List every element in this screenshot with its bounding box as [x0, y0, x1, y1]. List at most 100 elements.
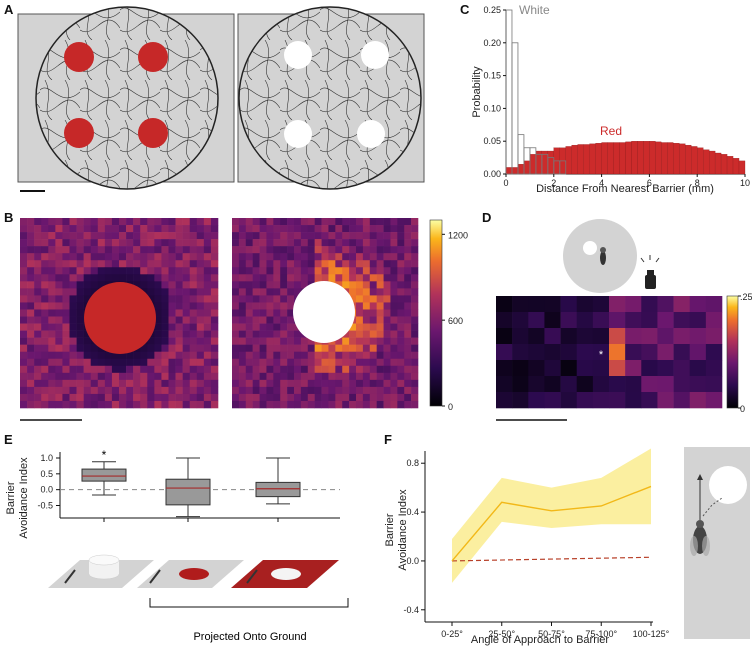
heatmap-cell [294, 351, 302, 360]
heatmap-cell [294, 400, 302, 409]
c-x-axis-label: Distance From Nearest Barrier (mm) [536, 183, 714, 195]
heatmap-cell [592, 360, 610, 377]
projected-label: Projected Onto Ground [193, 631, 306, 643]
heatmap-cell [287, 232, 295, 240]
red-bar [613, 142, 620, 175]
heatmap-cell [259, 330, 267, 338]
heatmap-cell [175, 344, 183, 353]
heatmap-cell [376, 358, 384, 367]
heatmap-cell [287, 288, 295, 296]
heatmap-cell [342, 386, 350, 395]
heatmap-cell [362, 309, 371, 317]
heatmap-cell [203, 344, 212, 353]
heatmap-cell [335, 337, 343, 345]
heatmap-cell [266, 365, 274, 374]
heatmap-cell [189, 232, 198, 240]
heatmap-cell [238, 232, 247, 240]
heatmap-cell [41, 323, 49, 331]
heatmap-cell [376, 365, 384, 374]
heatmap-cell [196, 330, 205, 338]
heatmap-cell [232, 302, 240, 310]
heatmap-cell [362, 239, 371, 247]
heatmap-cell [496, 376, 513, 393]
heatmap-cell [119, 351, 127, 360]
heatmap-cell [97, 365, 106, 374]
heatmap-cell [111, 351, 120, 360]
heatmap-cell [62, 330, 70, 338]
heatmap-cell [210, 302, 219, 310]
e-box [81, 468, 127, 482]
heatmap-cell [245, 323, 253, 331]
heatmap-cell [203, 358, 212, 367]
heatmap-white-cells [232, 218, 419, 409]
heatmap-cell [356, 379, 364, 388]
heatmap-cell [411, 274, 419, 282]
heatmap-cell [203, 337, 212, 345]
heatmap-cell [335, 239, 343, 247]
heatmap-cell [238, 260, 247, 268]
heatmap-cell [314, 365, 322, 374]
heatmap-cell [328, 351, 336, 360]
heatmap-cell [259, 379, 267, 388]
heatmap-cell [404, 351, 412, 360]
heatmap-cell [266, 386, 274, 395]
heatmap-cell [48, 316, 56, 324]
heatmap-cell [349, 281, 357, 289]
heatmap-cell [404, 316, 412, 324]
heatmap-cell [238, 337, 247, 345]
heatmap-cell [383, 281, 391, 289]
heatmap-cell [41, 330, 49, 338]
heatmap-cell [210, 330, 219, 338]
heatmap-cell [76, 288, 84, 296]
heatmap-cell [20, 232, 28, 240]
heatmap-cell [111, 372, 120, 381]
heatmap-cell [111, 225, 120, 233]
heatmap-cell [27, 351, 35, 360]
heatmap-cell [321, 232, 329, 240]
heatmap-cell [314, 400, 322, 409]
heatmap-cell [62, 225, 70, 233]
heatmap-cell [27, 246, 35, 254]
red-bar [565, 146, 572, 175]
heatmap-cell [27, 288, 35, 296]
heatmap-cell [161, 267, 169, 275]
heatmap-cell [314, 246, 322, 254]
heatmap-cell [294, 358, 302, 367]
heatmap-cell [83, 239, 92, 247]
heatmap-cell [307, 246, 315, 254]
heatmap-cell [335, 400, 343, 409]
heatmap-cell [76, 246, 84, 254]
heatmap-cell [259, 316, 267, 324]
e-significance: * [102, 448, 107, 462]
heatmap-cell [362, 323, 371, 331]
e-y-tick-label: 0.5 [40, 469, 53, 479]
heatmap-cell [168, 267, 176, 275]
heatmap-cell [175, 246, 183, 254]
heatmap-cell [356, 337, 364, 345]
heatmap-cell [404, 260, 412, 268]
heatmap-cell [168, 358, 176, 367]
panel-label-c: C [460, 2, 470, 17]
heatmap-cell [266, 379, 274, 388]
heatmap-cell [496, 296, 513, 313]
heatmap-cell [528, 312, 545, 329]
heatmap-cell [140, 400, 148, 409]
heatmap-cell [161, 344, 169, 353]
stimulus-icon-red-disc [137, 560, 244, 588]
line-chart: 0.80.40.0-0.40-25° 25-50° 50-75° 75-100° 100… [384, 448, 670, 646]
heatmap-cell [140, 379, 148, 388]
heatmap-cell [55, 274, 63, 282]
heatmap-cell [210, 386, 219, 395]
heatmap-cell [369, 260, 377, 268]
heatmap-cell [383, 365, 391, 374]
heatmap-cell [48, 232, 56, 240]
heatmap-cell [175, 281, 183, 289]
heatmap-cell [196, 302, 205, 310]
heatmap-cell [111, 393, 120, 402]
heatmap-cell [69, 323, 77, 331]
e-y-axis-label-line2: Avoidance Index [18, 457, 30, 539]
heatmap-cell [273, 274, 281, 282]
heatmap-cell [362, 260, 371, 268]
heatmap-cell [210, 295, 219, 303]
heatmap-cell [512, 296, 529, 313]
